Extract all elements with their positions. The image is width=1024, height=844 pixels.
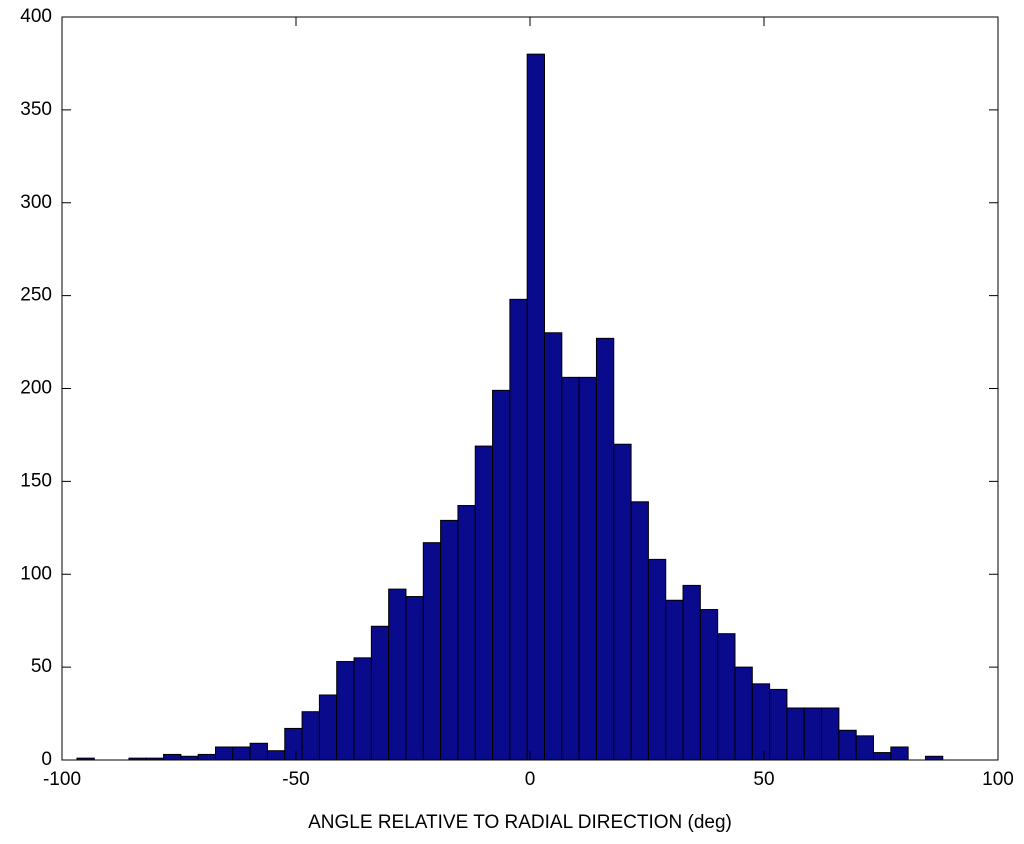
bar xyxy=(284,727,303,761)
bar xyxy=(734,666,753,761)
bar xyxy=(180,755,199,761)
bar xyxy=(405,596,424,761)
bar xyxy=(647,558,667,761)
bar xyxy=(769,688,788,761)
bar xyxy=(699,609,719,761)
y-tick-label: 0 xyxy=(41,749,52,770)
bar xyxy=(318,694,338,761)
x-tick-label: 0 xyxy=(525,769,536,790)
bar xyxy=(474,445,494,761)
bar xyxy=(890,746,909,761)
x-tick-label: -50 xyxy=(282,769,309,790)
bar xyxy=(163,753,182,761)
bar xyxy=(249,742,268,761)
x-tick-label: -100 xyxy=(43,769,81,790)
bar xyxy=(544,332,563,761)
bar xyxy=(924,755,944,761)
bar xyxy=(370,625,390,761)
y-tick-label: 300 xyxy=(20,192,52,213)
bar xyxy=(682,584,701,761)
y-tick-label: 200 xyxy=(20,378,52,399)
bar xyxy=(665,599,684,761)
y-tick-label: 400 xyxy=(20,6,52,27)
bar xyxy=(717,633,736,761)
x-tick-label: 50 xyxy=(753,769,774,790)
bar xyxy=(197,753,217,761)
bar xyxy=(821,707,840,761)
bar xyxy=(613,443,632,761)
bar xyxy=(630,501,649,761)
bar xyxy=(440,519,459,761)
bar xyxy=(751,683,771,761)
bar xyxy=(422,542,442,761)
bar xyxy=(301,711,320,761)
bar xyxy=(353,657,372,761)
bar xyxy=(492,389,511,761)
x-tick-label: 100 xyxy=(982,769,1014,790)
bar xyxy=(509,298,528,761)
y-tick-label: 250 xyxy=(20,285,52,306)
bar xyxy=(803,707,823,761)
bar xyxy=(595,337,615,761)
y-tick-label: 150 xyxy=(20,470,52,491)
bar xyxy=(561,376,580,761)
bar xyxy=(838,729,857,761)
bar xyxy=(873,752,892,761)
y-tick-label: 350 xyxy=(20,99,52,120)
bar xyxy=(786,707,805,761)
bar xyxy=(336,661,355,761)
bar xyxy=(266,750,286,761)
bar xyxy=(526,53,546,761)
y-tick-label: 100 xyxy=(20,563,52,584)
bar xyxy=(232,746,251,761)
x-axis-label: ANGLE RELATIVE TO RADIAL DIRECTION (deg) xyxy=(308,812,732,833)
bar xyxy=(855,735,875,761)
bar xyxy=(388,588,407,761)
bar xyxy=(215,746,234,761)
bar xyxy=(457,505,476,761)
bar xyxy=(578,376,597,761)
y-tick-label: 50 xyxy=(31,656,52,677)
